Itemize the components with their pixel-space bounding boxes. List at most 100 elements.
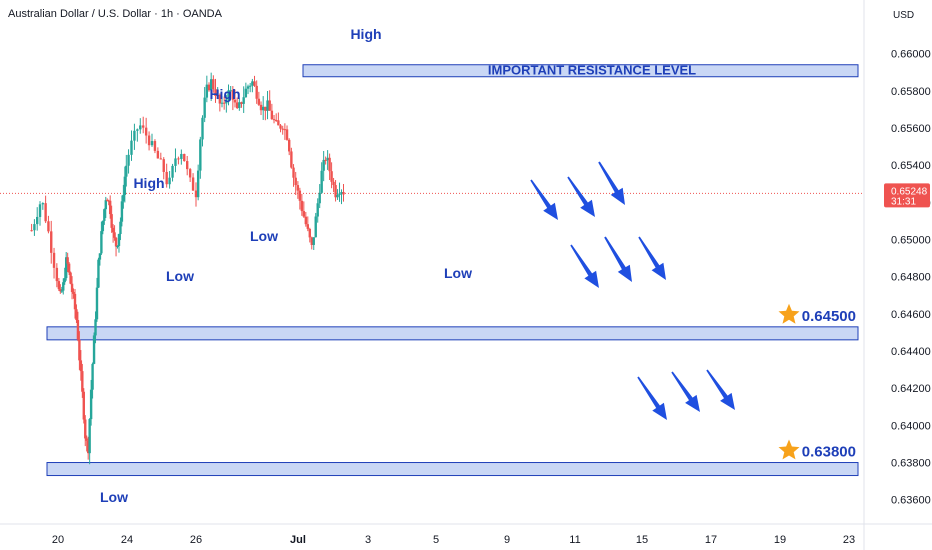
candle-body	[203, 97, 206, 118]
candle-body	[285, 129, 289, 140]
annotation-low: Low	[100, 489, 128, 505]
candle-body	[288, 139, 291, 152]
candle-body	[82, 391, 85, 420]
y-tick-label: 0.65800	[891, 86, 931, 98]
candle-body	[177, 158, 180, 160]
candle-body	[274, 119, 278, 121]
candle-body	[110, 214, 113, 228]
candle-body	[227, 90, 230, 100]
projection-arrows	[530, 161, 735, 420]
current-price-tag	[884, 183, 930, 208]
candle-body	[108, 200, 112, 215]
annotation-high: High	[209, 86, 240, 102]
candle-body	[261, 106, 265, 111]
candle-body	[277, 120, 280, 126]
annotation-low: Low	[250, 228, 278, 244]
candle-body	[212, 79, 215, 90]
candle-body	[318, 192, 321, 204]
target-label: 0.64500	[802, 308, 856, 325]
candle-body	[229, 90, 232, 92]
down-arrow-icon	[598, 161, 625, 205]
candle-body	[119, 221, 122, 235]
candle-body	[279, 125, 282, 129]
candle-body	[127, 154, 130, 166]
candle-body	[238, 102, 241, 109]
candle-body	[47, 221, 50, 232]
candle-body	[191, 177, 195, 191]
x-tick-label: 19	[774, 534, 786, 546]
x-tick-label: 17	[705, 534, 717, 546]
candle-body	[136, 129, 139, 131]
candle-body	[92, 335, 96, 364]
candle-body	[188, 169, 192, 178]
candle-body	[76, 320, 80, 340]
candle-body	[257, 98, 261, 105]
candle-body	[218, 94, 222, 104]
y-tick-label: 0.64200	[891, 383, 931, 395]
down-arrow-icon	[706, 369, 735, 410]
candle-body	[165, 171, 168, 185]
candle-body	[55, 267, 59, 282]
candle-body	[222, 102, 226, 104]
down-arrow-icon	[637, 376, 667, 420]
candle-body	[59, 289, 62, 292]
candle-body	[294, 177, 297, 186]
candle-body	[205, 84, 209, 98]
candle-body	[292, 167, 295, 178]
candle-body	[139, 125, 142, 130]
y-tick-label: 0.65400	[891, 160, 931, 172]
candle-body	[64, 257, 68, 279]
candle-body	[38, 204, 42, 217]
candle-body	[201, 117, 204, 140]
candle-body	[89, 389, 93, 420]
candle-body	[159, 158, 163, 160]
candle-body	[244, 88, 248, 98]
candle-body	[196, 170, 200, 198]
candle-body	[231, 90, 235, 100]
candle-body	[253, 81, 256, 86]
resistance-label: IMPORTANT RESISTANCE LEVEL	[488, 63, 696, 78]
candle-body	[248, 85, 252, 87]
y-tick-label: 0.64600	[891, 309, 931, 321]
down-arrow-icon	[570, 244, 599, 288]
currency-label[interactable]: USD	[893, 10, 914, 21]
candle-body	[150, 141, 154, 146]
candle-body	[97, 259, 100, 288]
candle-body	[111, 227, 115, 233]
candle-body	[67, 263, 71, 273]
candle-body	[332, 181, 335, 186]
candle-body	[103, 209, 106, 221]
candle-body	[104, 200, 107, 210]
candle-body	[130, 140, 133, 155]
candle-body	[194, 190, 198, 198]
candle-body	[251, 81, 254, 86]
down-arrow-icon	[604, 236, 632, 282]
x-tick-label: 24	[121, 534, 133, 546]
candle-body	[255, 85, 258, 99]
candle-body	[86, 440, 90, 454]
down-arrow-icon	[671, 371, 700, 412]
candle-body	[338, 193, 341, 195]
y-tick-label: 0.66000	[891, 49, 931, 61]
star-icon	[778, 439, 800, 460]
candle-body	[324, 159, 327, 161]
candle-body	[41, 203, 45, 205]
candle-body	[147, 135, 151, 146]
candle-body	[272, 119, 276, 121]
candle-body	[85, 438, 88, 441]
candle-body	[57, 281, 61, 290]
candle-body	[266, 100, 269, 111]
y-tick-label: 0.63800	[891, 458, 931, 470]
y-tick-label: 0.65000	[891, 234, 931, 246]
candle-body	[117, 234, 121, 246]
annotation-low: Low	[166, 268, 194, 284]
candle-body	[122, 194, 125, 202]
candle-body	[330, 171, 333, 182]
candle-body	[180, 153, 183, 159]
candle-body	[81, 371, 84, 392]
candle-body	[322, 159, 325, 171]
y-tick-label: 0.64000	[891, 420, 931, 432]
down-arrow-icon	[567, 176, 595, 217]
